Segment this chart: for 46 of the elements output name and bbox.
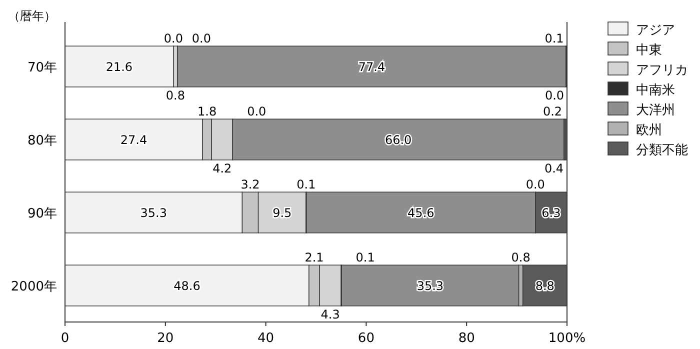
legend-label: 中東 [636,43,662,58]
data-label: 6.3 [542,206,561,220]
data-label: 0.1 [544,32,564,46]
data-label: 0.1 [296,178,316,192]
data-label: 0.4 [544,161,564,176]
data-label: 35.3 [140,206,167,220]
data-label: 48.6 [174,279,200,293]
data-label: 0.0 [247,104,266,119]
data-label: 1.8 [198,104,217,119]
legend-label: アジア [636,23,675,38]
x-tick-label: 20 [157,331,174,346]
data-label: 0.8 [511,250,530,265]
y-tick-label: 90年 [27,206,57,222]
data-label: 4.3 [320,307,340,322]
legend-label: アフリカ [636,63,688,78]
y-tick-label: 2000年 [10,280,57,294]
data-label: 4.2 [212,161,232,176]
data-label: 21.6 [106,60,133,74]
x-tick-label: 100% [548,331,586,346]
data-label: 77.4 [358,60,386,74]
data-label: 0.8 [166,88,185,102]
x-tick-label: 60 [358,331,374,346]
data-label: 0.2 [542,104,562,119]
y-tick-label: 80年 [27,134,57,148]
y-tick-label: 70年 [27,60,57,76]
legend-label: 大洋州 [636,103,675,118]
x-tick-label: 40 [258,331,274,346]
data-label: 0.0 [544,88,564,102]
legend-label: 中南米 [636,83,675,98]
data-label: 66.0 [384,133,412,147]
x-tick-label: 0 [60,331,70,346]
data-label: 45.6 [408,206,434,220]
legend-label: 分類不能 [636,143,688,158]
data-label: 27.4 [120,133,148,147]
data-label: 3.2 [240,178,260,192]
data-label: 0.0 [192,32,211,46]
x-tick-label: 80 [458,331,475,346]
y-axis-title: （暦年） [8,9,56,23]
data-label: 0.0 [526,178,545,192]
legend-label: 欧州 [636,123,662,138]
data-label: 0.1 [356,250,375,265]
data-label: 35.3 [416,279,444,293]
data-label: 0.0 [164,32,183,46]
data-label: 9.5 [272,206,292,220]
data-label: 2.1 [304,250,324,265]
data-label: 8.8 [535,279,554,293]
